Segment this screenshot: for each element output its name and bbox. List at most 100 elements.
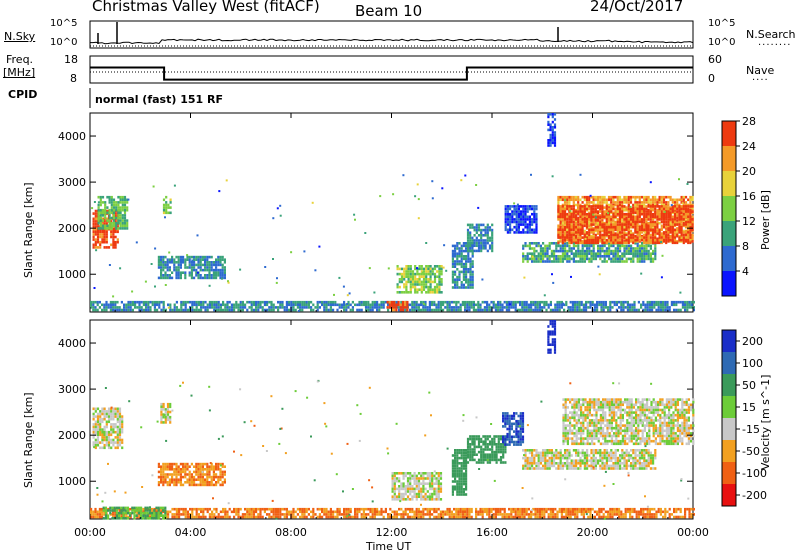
heatmap-cell-0-11	[585, 198, 589, 202]
heatmap-cell-0-0	[105, 238, 108, 241]
heatmap-cell-0-11	[634, 203, 637, 207]
heatmap-cell-0-11	[673, 211, 677, 215]
heatmap-cell-1-0	[96, 441, 100, 444]
heatmap-cell-1-3	[371, 513, 374, 516]
heatmap-cell-0-10	[654, 244, 657, 248]
heatmap-cell-0-11	[607, 240, 611, 243]
heatmap-cell-0-4	[593, 306, 596, 309]
heatmap-cell-0-11	[638, 201, 641, 204]
heatmap-cell-0-12	[577, 228, 580, 232]
heatmap-cell-0-4	[679, 308, 682, 312]
heatmap-cell-0-12	[559, 220, 562, 224]
heatmap-cell-1-3	[318, 513, 321, 516]
heatmap-cell-0-7	[456, 286, 459, 289]
heatmap-cell-0-12	[687, 218, 690, 221]
heatmap-cell-0-6	[425, 265, 428, 268]
heatmap-cell-0-12	[610, 225, 613, 229]
heatmap-cell-0-8	[473, 234, 476, 237]
heatmap-cell-0-11	[662, 203, 666, 207]
heatmap-cell-0-10	[594, 255, 597, 258]
heatmap-cell-0-4	[142, 308, 145, 312]
heatmap-cell-1-2	[193, 465, 196, 468]
heatmap-cell-0-4	[536, 306, 539, 309]
heatmap-speckle-0	[342, 285, 345, 288]
heatmap-cell-0-4	[235, 303, 238, 307]
heatmap-cell-0-11	[601, 229, 604, 233]
heatmap-cell-0-3	[221, 258, 224, 261]
heatmap-cell-0-4	[538, 300, 541, 304]
heatmap-cell-0-4	[241, 306, 244, 309]
heatmap-cell-0-10	[537, 252, 540, 255]
heatmap-cell-0-10	[643, 244, 646, 248]
heatmap-cell-0-12	[627, 241, 630, 245]
heatmap-cell-0-4	[569, 300, 572, 304]
heatmap-cell-0-10	[621, 252, 624, 255]
heatmap-cell-0-11	[676, 214, 679, 217]
heatmap-cell-1-3	[206, 510, 209, 514]
heatmap-cell-0-9	[517, 212, 520, 216]
heatmap-cell-0-11	[684, 229, 688, 233]
heatmap-cell-0-0	[103, 240, 106, 244]
heatmap-cell-0-2	[169, 198, 172, 202]
heatmap-cell-0-9	[524, 231, 527, 234]
heatmap-cell-0-12	[680, 228, 683, 232]
heatmap-cell-1-0	[112, 407, 115, 411]
heatmap-cell-0-9	[520, 218, 523, 221]
heatmap-cell-0-10	[652, 260, 655, 263]
heatmap-cell-0-4	[376, 300, 379, 304]
heatmap-cell-0-12	[651, 236, 655, 239]
heatmap-cell-0-8	[477, 234, 481, 237]
heatmap-cell-0-8	[471, 241, 474, 245]
heatmap-cell-0-12	[643, 233, 646, 237]
heatmap-cell-0-4	[666, 300, 669, 304]
heatmap-cell-0-10	[522, 247, 525, 250]
heatmap-cell-0-7	[465, 255, 468, 258]
heatmap-cell-0-3	[190, 263, 193, 267]
heatmap-cell-0-11	[651, 208, 655, 212]
heatmap-cell-0-12	[579, 207, 582, 211]
heatmap-cell-0-10	[645, 257, 648, 261]
heatmap-cell-0-4	[169, 306, 172, 309]
heatmap-cell-0-11	[676, 232, 679, 235]
heatmap-cell-0-3	[201, 268, 204, 272]
heatmap-cell-1-2	[171, 468, 174, 471]
heatmap-cell-0-8	[491, 223, 494, 227]
heatmap-cell-0-12	[627, 218, 630, 221]
heatmap-cell-0-11	[680, 195, 683, 199]
heatmap-cell-0-11	[684, 195, 688, 199]
heatmap-cell-0-12	[671, 215, 674, 219]
heatmap-cell-0-7	[451, 260, 454, 263]
heatmap-speckle-0	[348, 292, 351, 295]
heatmap-cell-0-4	[316, 300, 319, 304]
heatmap-cell-0-10	[542, 247, 545, 250]
heatmap-cell-0-9	[531, 228, 534, 232]
heatmap-cell-0-3	[179, 255, 182, 259]
heatmap-cell-0-10	[557, 260, 560, 263]
heatmap-cell-1-3	[307, 507, 310, 511]
heatmap-cell-0-4	[215, 306, 218, 309]
heatmap-cell-0-4	[475, 303, 478, 307]
heatmap-cell-0-7	[456, 260, 459, 263]
heatmap-cell-0-6	[400, 291, 404, 294]
heatmap-cell-0-3	[166, 268, 169, 272]
heatmap-cell-0-3	[221, 266, 224, 269]
heatmap-cell-1-2	[171, 478, 174, 481]
heatmap-cell-0-7	[469, 273, 472, 276]
heatmap-cell-0-12	[667, 215, 670, 219]
heatmap-cell-0-4	[461, 300, 464, 304]
heatmap-cell-0-4	[191, 300, 194, 304]
heatmap-cell-0-10	[572, 242, 575, 245]
heatmap-cell-0-11	[669, 224, 672, 228]
heatmap-cell-1-3	[189, 507, 192, 511]
heatmap-cell-0-4	[358, 303, 361, 307]
heatmap-cell-0-12	[623, 205, 626, 208]
heatmap-cell-0-7	[465, 286, 468, 289]
heatmap-cell-0-7	[451, 286, 454, 289]
heatmap-cell-0-4	[574, 306, 577, 309]
heatmap-cell-1-2	[195, 483, 198, 487]
heatmap-cell-0-3	[219, 276, 222, 280]
heatmap-cell-0-12	[607, 218, 611, 221]
heatmap-speckle-0	[196, 271, 199, 274]
heatmap-cell-1-2	[197, 470, 200, 474]
heatmap-cell-0-10	[645, 247, 648, 250]
